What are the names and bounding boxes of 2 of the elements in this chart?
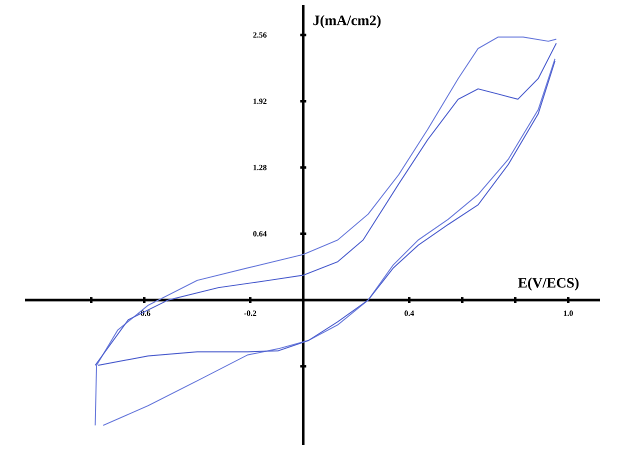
y-axis-title: J(mA/cm2) xyxy=(313,15,381,28)
x-axis-title: E(V/ECS) xyxy=(518,278,579,291)
